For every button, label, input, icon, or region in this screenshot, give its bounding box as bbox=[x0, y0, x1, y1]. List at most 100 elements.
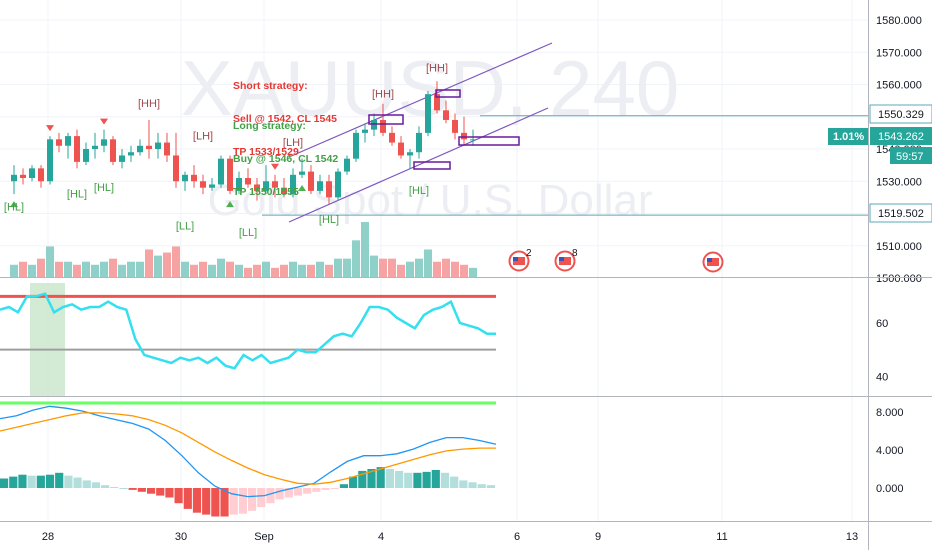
candle-body[interactable] bbox=[353, 132, 359, 159]
zone-box[interactable] bbox=[413, 161, 451, 170]
candle-body[interactable] bbox=[281, 187, 287, 195]
candle-body[interactable] bbox=[101, 139, 107, 146]
candle-body[interactable] bbox=[317, 181, 323, 191]
candle-body[interactable] bbox=[407, 152, 413, 156]
candle-body[interactable] bbox=[470, 139, 476, 141]
candle-body[interactable] bbox=[452, 119, 458, 133]
volume-bar bbox=[271, 267, 279, 277]
candle-body[interactable] bbox=[218, 158, 224, 185]
candle-body[interactable] bbox=[416, 132, 422, 153]
candle-body[interactable] bbox=[137, 145, 143, 153]
candle-body[interactable] bbox=[83, 149, 89, 162]
candle-body[interactable] bbox=[362, 129, 368, 133]
candle-body[interactable] bbox=[443, 110, 449, 120]
macd-histogram-bar bbox=[110, 487, 119, 488]
candle-body[interactable] bbox=[11, 174, 17, 182]
candle-body[interactable] bbox=[56, 139, 62, 146]
candle-body[interactable] bbox=[290, 174, 296, 195]
candle-body[interactable] bbox=[263, 181, 269, 191]
swing-markers bbox=[10, 118, 306, 208]
channel-lower-line[interactable] bbox=[288, 107, 549, 223]
volume-bar bbox=[352, 240, 360, 277]
candle-body[interactable] bbox=[128, 152, 134, 156]
zone-box[interactable] bbox=[435, 89, 461, 98]
candle-body[interactable] bbox=[155, 142, 161, 149]
candle-body[interactable] bbox=[425, 94, 431, 133]
candle-body[interactable] bbox=[389, 132, 395, 143]
zone-box[interactable] bbox=[458, 136, 520, 146]
candle-body[interactable] bbox=[326, 181, 332, 198]
candle-body[interactable] bbox=[173, 155, 179, 182]
flag-stripes bbox=[513, 257, 525, 265]
candle-body[interactable] bbox=[38, 168, 44, 182]
candle-body[interactable] bbox=[461, 132, 467, 140]
swing-label: [LL] bbox=[239, 227, 257, 239]
signal-line[interactable] bbox=[0, 412, 496, 485]
volume-bar bbox=[100, 261, 108, 277]
us-flag-icon[interactable] bbox=[554, 250, 576, 272]
candle-body[interactable] bbox=[299, 171, 305, 175]
macd-line[interactable] bbox=[0, 405, 497, 498]
macd-histogram-bar bbox=[156, 488, 165, 496]
us-flag-icon[interactable] bbox=[508, 250, 530, 272]
candle-body[interactable] bbox=[236, 178, 242, 191]
volume-bar bbox=[208, 264, 216, 277]
candle-body[interactable] bbox=[146, 145, 152, 149]
candle-body[interactable] bbox=[380, 119, 386, 133]
trend-channel[interactable] bbox=[288, 42, 553, 223]
volume-bar bbox=[64, 261, 72, 277]
candle-body[interactable] bbox=[164, 142, 170, 156]
candle-body[interactable] bbox=[191, 174, 197, 182]
candle-body[interactable] bbox=[227, 158, 233, 191]
candle-body[interactable] bbox=[254, 184, 260, 191]
candle-body[interactable] bbox=[245, 178, 251, 185]
candle-body[interactable] bbox=[182, 174, 188, 182]
macd-histogram-bar bbox=[18, 474, 27, 488]
candle-body[interactable] bbox=[344, 158, 350, 172]
volume-bar bbox=[127, 261, 135, 277]
macd-histogram-bar bbox=[220, 488, 229, 517]
rsi-line[interactable] bbox=[0, 292, 496, 370]
zone-box[interactable] bbox=[368, 114, 404, 125]
candlesticks[interactable] bbox=[11, 81, 476, 204]
candle-body[interactable] bbox=[335, 171, 341, 198]
volume-bar bbox=[388, 258, 396, 277]
volume-bar bbox=[415, 258, 423, 277]
macd-panel[interactable] bbox=[0, 405, 497, 517]
candle-body[interactable] bbox=[29, 168, 35, 179]
candle-body[interactable] bbox=[119, 155, 125, 162]
time-axis[interactable]: 28 30 Sep 4 6 9 11 13 bbox=[42, 531, 858, 543]
volume-bar bbox=[181, 261, 189, 277]
volume-bar bbox=[442, 258, 450, 277]
zone-boxes[interactable] bbox=[368, 89, 520, 170]
us-flag-icon[interactable] bbox=[702, 251, 724, 273]
channel-upper-line[interactable] bbox=[288, 42, 553, 158]
macd-histogram-bar bbox=[339, 484, 349, 488]
candle-body[interactable] bbox=[272, 181, 278, 188]
rsi-panel[interactable] bbox=[0, 283, 496, 405]
macd-histogram-bar bbox=[27, 475, 36, 488]
candle-body[interactable] bbox=[434, 94, 440, 111]
candle-body[interactable] bbox=[308, 171, 314, 191]
short-strategy-note[interactable]: Short strategy: Sell @ 1542, CL 1545 TP … bbox=[233, 59, 337, 180]
candle-body[interactable] bbox=[371, 119, 377, 130]
long-strategy-note[interactable]: Long strategy: Buy @ 1546, CL 1542 TP 15… bbox=[233, 99, 338, 220]
candle-body[interactable] bbox=[398, 142, 404, 156]
volume-bar bbox=[154, 255, 162, 277]
volume-bar bbox=[298, 264, 306, 277]
candle-body[interactable] bbox=[47, 139, 53, 182]
candle-body[interactable] bbox=[65, 136, 71, 146]
candle-body[interactable] bbox=[74, 136, 80, 162]
candle-body[interactable] bbox=[110, 139, 116, 162]
candle-body[interactable] bbox=[200, 181, 206, 188]
volume-bar bbox=[226, 261, 234, 277]
volume-bar bbox=[10, 264, 18, 277]
candle-body[interactable] bbox=[209, 184, 215, 188]
candle-body[interactable] bbox=[92, 145, 98, 149]
price-tick-label: 1580.000 bbox=[876, 15, 922, 27]
candle-body[interactable] bbox=[20, 174, 26, 179]
macd-histogram-bar bbox=[257, 488, 266, 507]
